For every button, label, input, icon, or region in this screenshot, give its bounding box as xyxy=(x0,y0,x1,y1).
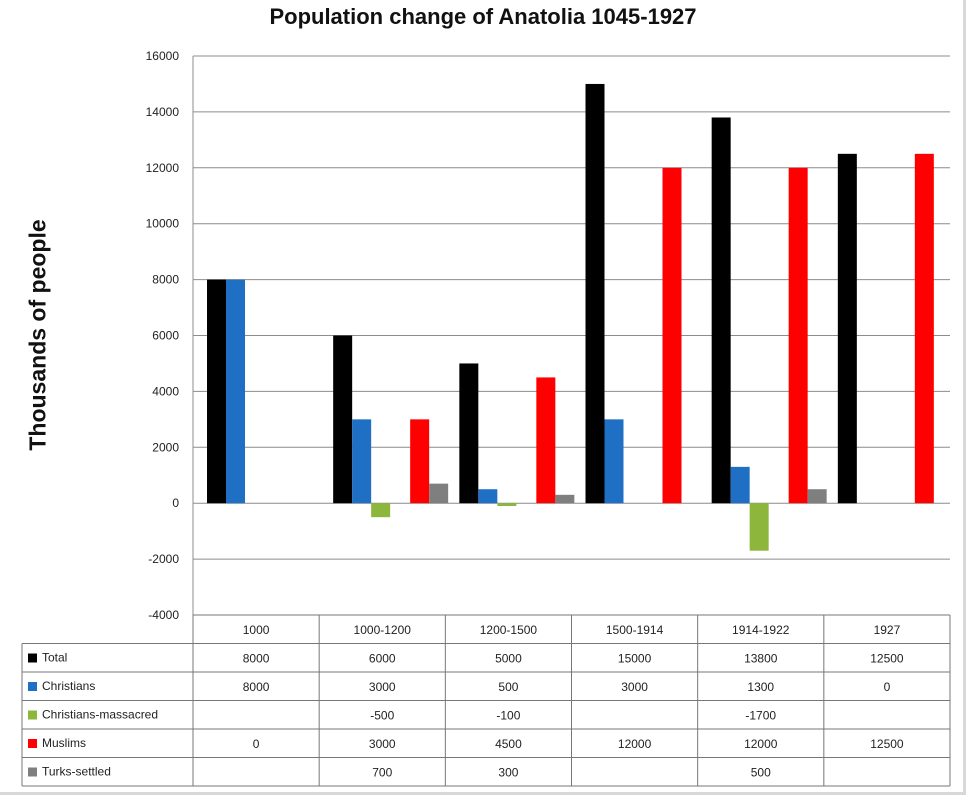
y-tick-label: 6000 xyxy=(152,329,179,343)
legend-key-christians xyxy=(28,682,37,691)
y-tick-label: 14000 xyxy=(146,105,180,119)
y-tick-label: 10000 xyxy=(146,217,180,231)
legend-key-muslims xyxy=(28,739,37,748)
y-tick-label: -4000 xyxy=(148,608,179,622)
data-label: -500 xyxy=(370,709,394,723)
data-label: 13800 xyxy=(744,652,778,666)
x-category-label: 1914-1922 xyxy=(732,623,790,637)
bar-christians xyxy=(478,489,498,504)
data-label: 0 xyxy=(884,680,891,694)
x-category-label: 1927 xyxy=(874,623,901,637)
data-label: 6000 xyxy=(369,652,396,666)
legend-key-christians-massacred xyxy=(28,710,37,720)
data-label: 700 xyxy=(372,766,392,780)
y-tick-label: 8000 xyxy=(152,273,179,287)
data-label: 15000 xyxy=(618,652,652,666)
data-label: -1700 xyxy=(745,709,776,723)
data-label: 5000 xyxy=(495,652,522,666)
x-category-label: 1000-1200 xyxy=(354,623,412,637)
bar-total xyxy=(711,117,731,504)
bar-muslims xyxy=(410,419,430,504)
data-label: 12500 xyxy=(870,652,904,666)
bar-christians xyxy=(604,419,624,504)
data-label: 1300 xyxy=(747,680,774,694)
bar-christians-massacred xyxy=(749,503,769,551)
bar-christians xyxy=(730,466,750,504)
data-label: 12500 xyxy=(870,737,904,751)
chart-title: Population change of Anatolia 1045-1927 xyxy=(269,4,697,29)
y-tick-label: 16000 xyxy=(146,49,180,63)
data-label: -100 xyxy=(496,709,520,723)
data-label: 3000 xyxy=(621,680,648,694)
data-label: 0 xyxy=(253,737,260,751)
legend-label: Turks-settled xyxy=(42,765,111,779)
legend-label: Christians xyxy=(42,679,95,693)
bar-total xyxy=(837,153,857,504)
data-label: 4500 xyxy=(495,737,522,751)
data-label: 12000 xyxy=(618,737,652,751)
x-category-label: 1000 xyxy=(243,623,270,637)
bar-christians xyxy=(226,279,245,504)
legend-key-turks-settled xyxy=(28,767,37,777)
y-tick-label: 0 xyxy=(172,496,179,510)
bar-turks-settled xyxy=(555,494,575,504)
bar-christians-massacred xyxy=(371,503,391,518)
bar-muslims xyxy=(914,153,934,504)
data-label: 300 xyxy=(498,766,518,780)
legend-label: Christians-massacred xyxy=(42,708,158,722)
bar-muslims xyxy=(788,167,808,504)
data-label: 3000 xyxy=(369,680,396,694)
y-tick-label: 4000 xyxy=(152,384,179,398)
y-tick-label: 2000 xyxy=(152,440,179,454)
bar-christians xyxy=(352,419,372,504)
data-label: 500 xyxy=(751,766,771,780)
bar-turks-settled xyxy=(807,489,827,504)
bar-total xyxy=(585,83,605,504)
bar-muslims xyxy=(662,167,682,504)
data-label: 12000 xyxy=(744,737,778,751)
data-label: 8000 xyxy=(243,652,270,666)
data-label: 8000 xyxy=(243,680,270,694)
legend-key-total xyxy=(28,653,37,663)
y-tick-label: -2000 xyxy=(148,552,179,566)
bar-christians-massacred xyxy=(497,503,517,506)
bar-total xyxy=(333,335,353,504)
legend-label: Total xyxy=(42,651,67,665)
bar-total xyxy=(459,363,479,504)
x-category-label: 1500-1914 xyxy=(606,623,664,637)
data-label: 500 xyxy=(498,680,518,694)
legend-label: Muslims xyxy=(42,736,86,750)
x-category-label: 1200-1500 xyxy=(480,623,538,637)
bar-turks-settled xyxy=(429,483,449,504)
bar-muslims xyxy=(536,377,556,504)
bar-total xyxy=(207,279,226,504)
y-tick-label: 12000 xyxy=(146,161,180,175)
data-label: 3000 xyxy=(369,737,396,751)
